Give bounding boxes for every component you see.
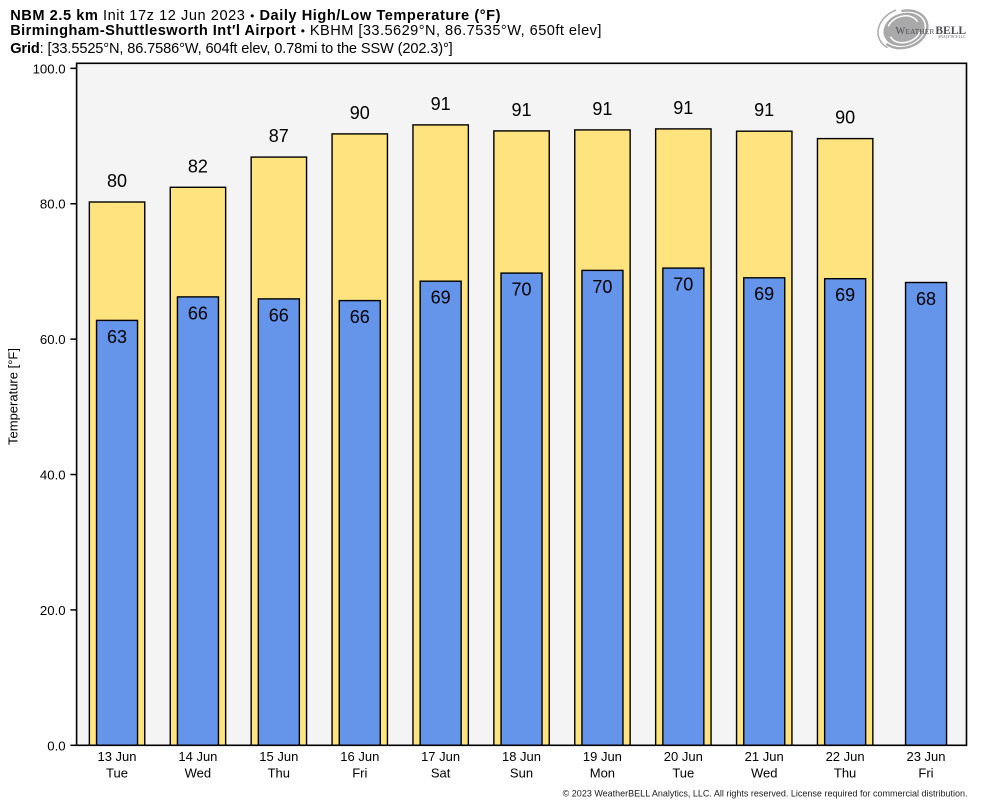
svg-text:Sat: Sat (431, 765, 451, 780)
svg-text:19 Jun: 19 Jun (583, 749, 622, 764)
svg-text:69: 69 (431, 288, 451, 308)
svg-text:70: 70 (673, 275, 693, 295)
svg-text:90: 90 (835, 108, 855, 128)
svg-text:100.0: 100.0 (33, 61, 66, 76)
svg-text:91: 91 (754, 100, 774, 120)
svg-text:Tue: Tue (106, 765, 128, 780)
svg-text:40.0: 40.0 (40, 468, 66, 483)
svg-text:14 Jun: 14 Jun (178, 749, 217, 764)
svg-text:Wed: Wed (185, 765, 212, 780)
svg-text:66: 66 (188, 303, 208, 323)
svg-text:Wed: Wed (751, 765, 778, 780)
svg-text:0.0: 0.0 (47, 738, 65, 753)
svg-text:15 Jun: 15 Jun (259, 749, 298, 764)
svg-text:13 Jun: 13 Jun (97, 749, 136, 764)
svg-text:22 Jun: 22 Jun (826, 749, 865, 764)
svg-text:17 Jun: 17 Jun (421, 749, 460, 764)
svg-text:66: 66 (269, 305, 289, 325)
svg-text:91: 91 (592, 99, 612, 119)
svg-text:70: 70 (511, 280, 531, 300)
svg-text:Thu: Thu (834, 765, 856, 780)
svg-text:Sun: Sun (510, 765, 533, 780)
svg-text:70: 70 (592, 277, 612, 297)
svg-text:23 Jun: 23 Jun (906, 749, 945, 764)
svg-text:82: 82 (188, 156, 208, 176)
svg-text:69: 69 (754, 284, 774, 304)
svg-text:Temperature [°F]: Temperature [°F] (6, 348, 21, 445)
svg-text:WEATHER: WEATHER (896, 26, 935, 37)
svg-text:Fri: Fri (918, 765, 933, 780)
svg-text:87: 87 (269, 126, 289, 146)
svg-text:Thu: Thu (268, 765, 290, 780)
svg-text:Tue: Tue (672, 765, 694, 780)
svg-text:63: 63 (107, 327, 127, 347)
svg-text:Mon: Mon (590, 765, 615, 780)
svg-text:18 Jun: 18 Jun (502, 749, 541, 764)
svg-text:91: 91 (673, 98, 693, 118)
svg-text:80.0: 80.0 (40, 197, 66, 212)
svg-text:20 Jun: 20 Jun (664, 749, 703, 764)
svg-text:60.0: 60.0 (40, 332, 66, 347)
svg-text:ANALYTICS LLC: ANALYTICS LLC (938, 35, 966, 39)
svg-text:91: 91 (511, 100, 531, 120)
svg-text:66: 66 (350, 307, 370, 327)
svg-text:69: 69 (835, 285, 855, 305)
svg-text:Fri: Fri (352, 765, 367, 780)
svg-text:20.0: 20.0 (40, 603, 66, 618)
svg-text:21 Jun: 21 Jun (745, 749, 784, 764)
svg-text:16 Jun: 16 Jun (340, 749, 379, 764)
svg-text:BELL: BELL (935, 25, 966, 37)
svg-text:91: 91 (431, 94, 451, 114)
svg-text:© 2023 WeatherBELL Analytics,: © 2023 WeatherBELL Analytics, LLC. All r… (563, 788, 968, 798)
svg-text:80: 80 (107, 171, 127, 191)
svg-text:90: 90 (350, 103, 370, 123)
svg-text:68: 68 (916, 289, 936, 309)
